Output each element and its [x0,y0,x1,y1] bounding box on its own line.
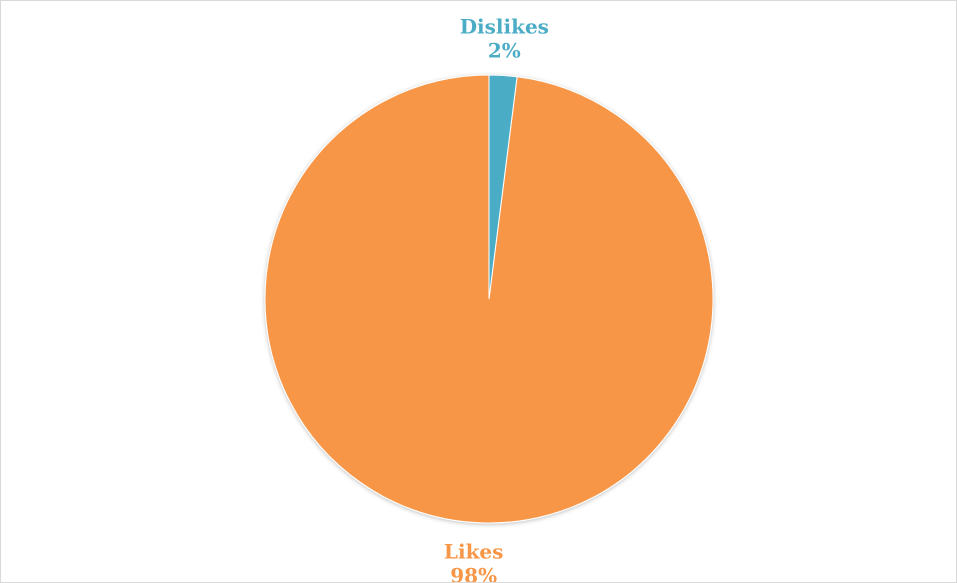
data-label-dislikes-percent: 2% [488,38,521,62]
data-label-likes-name: Likes [444,540,504,564]
data-label-likes-percent: 98% [450,564,497,582]
pie-slice-dislikes [488,74,518,300]
pie-slices [264,74,714,524]
data-label-dislikes-name: Dislikes [460,14,549,38]
